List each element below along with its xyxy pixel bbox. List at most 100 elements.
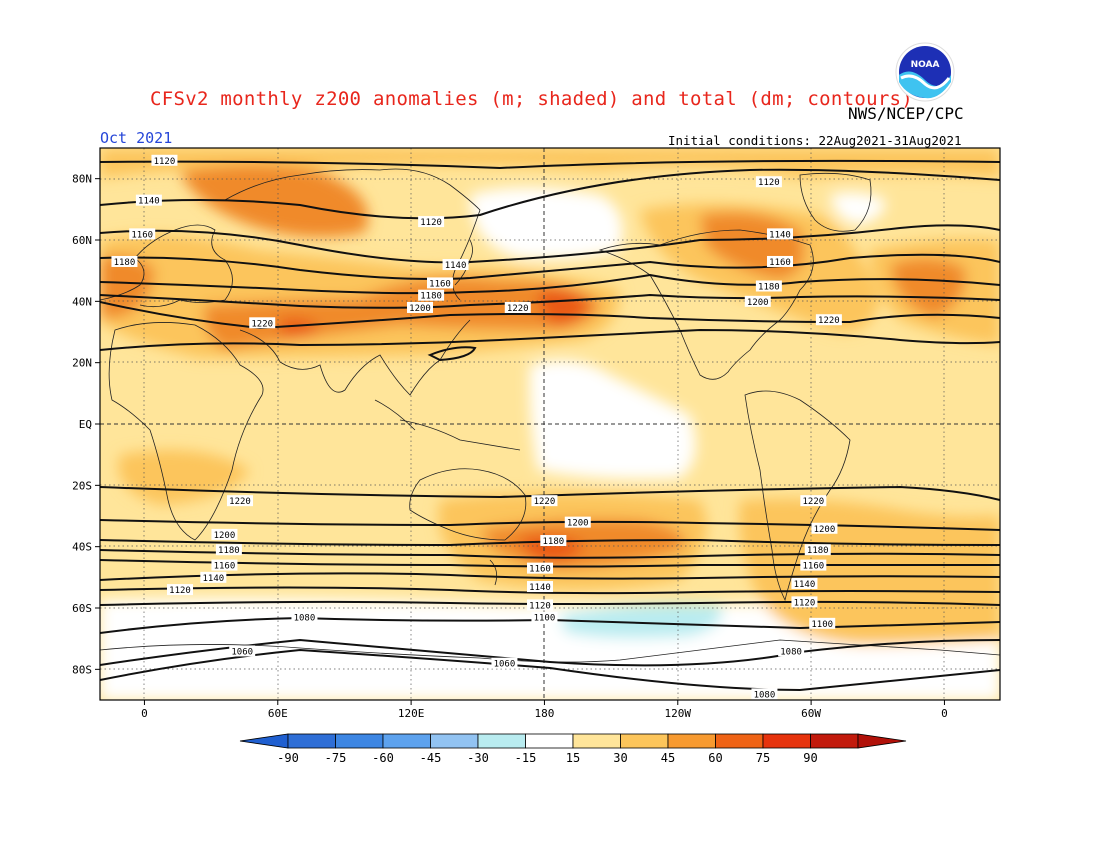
contour-label-box <box>811 522 838 534</box>
contour-label: 1120 <box>794 598 816 608</box>
contour-label: 1200 <box>747 298 769 308</box>
contour-label-box <box>200 571 227 583</box>
contour-label-box <box>249 317 276 329</box>
agency-label: NWS/NCEP/CPC <box>848 104 964 123</box>
contour-label-box <box>540 535 567 547</box>
contour-label: 1080 <box>754 690 776 700</box>
contour-label: 1120 <box>154 157 176 167</box>
contour-label: 1160 <box>802 562 824 572</box>
contour-label-box <box>407 301 433 313</box>
contour-label-box <box>504 301 531 313</box>
contour-label: 1180 <box>114 258 136 268</box>
colorbar-swatch <box>430 733 479 749</box>
height-contours <box>100 159 1000 692</box>
lat-tick-label: 80N <box>72 173 92 186</box>
lat-tick-label: 60S <box>72 602 92 615</box>
lat-tick-label: 80S <box>72 663 92 676</box>
lat-tick-label: 20N <box>72 357 92 370</box>
contour-label: 1160 <box>429 279 451 289</box>
lat-tick-label: 40N <box>72 295 92 308</box>
contour-label-box <box>751 688 778 700</box>
lon-tick-label: 0 <box>941 707 948 720</box>
contour-label-group: 1120114011601180112011401160118012001220… <box>111 154 842 700</box>
colorbar-label: -60 <box>372 751 394 765</box>
lon-tick-label: 120W <box>665 707 692 720</box>
contour-label-box <box>151 154 178 166</box>
contour-label-box <box>767 255 793 267</box>
contour-label-box <box>418 289 445 301</box>
contour-label-box <box>767 228 793 240</box>
colorbar-label: 30 <box>613 751 627 765</box>
contour-label-box <box>778 645 805 657</box>
contour-label: 1220 <box>818 316 840 326</box>
contour-label-box <box>427 277 453 289</box>
contour-label-box <box>804 544 831 556</box>
map-plot-area: 1120114011601180112011401160118012001220… <box>100 148 1000 700</box>
contour-label: 1220 <box>229 497 251 507</box>
contour-label-box <box>755 280 782 292</box>
contour-label: 1220 <box>507 304 529 314</box>
colorbar-label: -15 <box>515 751 537 765</box>
contour-label-box <box>215 544 242 556</box>
contour-label: 1180 <box>420 292 442 302</box>
lat-tick-label: 40S <box>72 541 92 554</box>
forecast-month: Oct 2021 <box>100 129 173 147</box>
contour-label-box <box>129 228 156 240</box>
contour-label-box <box>800 559 827 571</box>
colorbar-label: -75 <box>325 751 347 765</box>
contour-label: 1220 <box>251 319 273 329</box>
contour-label: 1220 <box>534 497 556 507</box>
colorbar-left-arrow <box>239 733 289 749</box>
contour-label: 1140 <box>769 230 791 240</box>
colorbar-label: 60 <box>708 751 722 765</box>
colorbar-swatch <box>620 733 669 749</box>
contour-label: 1160 <box>131 230 153 240</box>
longitude-axis: 0 60E 120E 180 120W 60W 0 <box>141 700 948 720</box>
colorbar-swatch <box>572 733 621 749</box>
colorbar-swatch <box>525 733 574 749</box>
contour-label: 1200 <box>567 519 589 529</box>
contour-label-box <box>809 617 836 629</box>
lat-tick-label: EQ <box>79 418 92 431</box>
contour-label-box <box>755 176 782 188</box>
colorbar-label: 90 <box>803 751 817 765</box>
contour-label: 1140 <box>529 583 551 593</box>
lon-tick-label: 0 <box>141 707 148 720</box>
colorbar-swatch <box>715 733 764 749</box>
colorbar-label: 45 <box>661 751 675 765</box>
lon-tick-label: 120E <box>398 707 425 720</box>
contour-label: 1180 <box>218 546 240 556</box>
colorbar-right-arrow <box>857 733 907 749</box>
contour-label-box <box>229 645 256 657</box>
contour-label-box <box>442 259 469 271</box>
contour-label-box <box>791 577 818 589</box>
contour-label-box <box>111 255 138 267</box>
contour-label: 1140 <box>794 580 816 590</box>
contour-label: 1160 <box>214 562 236 572</box>
contour-label: 1160 <box>769 258 791 268</box>
contour-label-box <box>531 611 558 623</box>
initial-conditions: Initial conditions: 22Aug2021-31Aug2021 <box>668 133 962 148</box>
contour-label: 1180 <box>542 537 564 547</box>
contour-label: 1080 <box>780 647 802 657</box>
contour-label-box <box>491 657 518 669</box>
lat-tick-label: 20S <box>72 479 92 492</box>
contour-label-box <box>815 314 842 326</box>
colorbar-label: -45 <box>420 751 442 765</box>
colorbar-swatch <box>287 733 336 749</box>
contour-label: 1100 <box>811 620 833 630</box>
contour-label: 1080 <box>294 614 316 624</box>
contour-label-box <box>527 581 553 593</box>
contour-label: 1200 <box>214 531 236 541</box>
contour-label-box <box>418 216 445 228</box>
contour-label-box <box>744 295 771 307</box>
contour-label-box <box>564 516 591 528</box>
contour-label: 1140 <box>445 261 467 271</box>
lon-tick-label: 60E <box>268 707 288 720</box>
contour-label: 1200 <box>814 525 836 535</box>
contour-label: 1120 <box>420 218 442 228</box>
contour-label: 1140 <box>138 197 160 207</box>
contour-label: 1100 <box>534 614 556 624</box>
noaa-logo-text: NOAA <box>911 60 940 70</box>
